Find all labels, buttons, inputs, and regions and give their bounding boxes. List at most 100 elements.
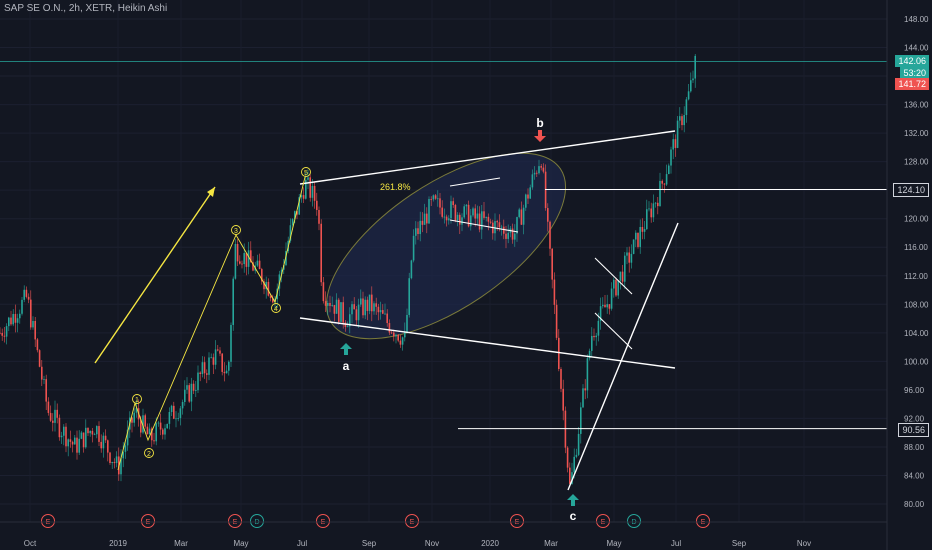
candle-body bbox=[674, 139, 677, 148]
candle-body bbox=[628, 252, 630, 263]
candle-body bbox=[602, 304, 604, 307]
candle-body bbox=[82, 432, 85, 448]
candle-body bbox=[122, 451, 124, 459]
candle-body bbox=[525, 194, 527, 208]
candle-body bbox=[186, 385, 188, 390]
candle-body bbox=[412, 235, 415, 261]
candle-body bbox=[661, 180, 663, 184]
candle-body bbox=[126, 429, 129, 446]
candle-body bbox=[221, 353, 223, 372]
candle-body bbox=[478, 213, 481, 230]
candle-body bbox=[635, 232, 637, 240]
x-tick-label: Mar bbox=[544, 539, 558, 548]
candle-body bbox=[549, 221, 551, 249]
candle-body bbox=[131, 417, 133, 423]
dividend-marker bbox=[627, 514, 641, 528]
candle-body bbox=[558, 337, 560, 370]
candle-body bbox=[608, 304, 611, 309]
candle-body bbox=[379, 310, 382, 313]
candle-body bbox=[54, 409, 56, 423]
candle-body bbox=[346, 326, 349, 328]
candle-body bbox=[71, 441, 74, 445]
y-tick-label: 144.00 bbox=[904, 44, 929, 53]
candle-body bbox=[597, 320, 600, 336]
candle-body bbox=[12, 314, 14, 325]
impulse-arrow bbox=[94, 186, 216, 364]
candle-body bbox=[34, 320, 36, 340]
candle-body bbox=[434, 195, 437, 199]
candle-body bbox=[206, 373, 208, 375]
candle-body bbox=[208, 357, 210, 375]
candle-body bbox=[606, 304, 608, 308]
y-tick-label: 112.00 bbox=[904, 272, 928, 281]
candle-body bbox=[175, 418, 177, 420]
candle-body bbox=[250, 250, 252, 263]
candle-body bbox=[349, 314, 351, 327]
x-tick-label: May bbox=[233, 539, 248, 548]
x-tick-label: Jul bbox=[671, 539, 681, 548]
candle-body bbox=[58, 417, 61, 438]
candle-body bbox=[588, 350, 591, 359]
candle-body bbox=[100, 441, 102, 449]
candle-body bbox=[410, 260, 413, 279]
candle-body bbox=[591, 335, 593, 351]
candle-body bbox=[60, 435, 63, 438]
candle-body bbox=[353, 304, 355, 310]
candle-body bbox=[371, 294, 373, 312]
wave-letter-label: a bbox=[343, 359, 350, 373]
candle-body bbox=[212, 357, 215, 365]
candle-body bbox=[63, 426, 65, 436]
candle-body bbox=[19, 313, 21, 319]
highlight-ellipse bbox=[325, 152, 567, 340]
candle-body bbox=[307, 177, 309, 180]
candle-body bbox=[298, 197, 300, 215]
candle-body bbox=[536, 172, 538, 174]
candle-body bbox=[3, 335, 6, 337]
candle-body bbox=[338, 299, 340, 322]
candle-body bbox=[463, 206, 465, 218]
candle-body bbox=[305, 179, 307, 199]
wave-number-label: 2 bbox=[147, 451, 151, 458]
candle-body bbox=[443, 216, 446, 218]
y-tick-label: 92.00 bbox=[904, 414, 925, 423]
candle-body bbox=[76, 437, 78, 453]
candle-body bbox=[467, 204, 470, 227]
candle-body bbox=[619, 271, 622, 281]
candle-body bbox=[151, 428, 153, 441]
price-tag: 90.56 bbox=[898, 422, 929, 437]
y-tick-label: 96.00 bbox=[904, 386, 925, 395]
candle-body bbox=[236, 243, 239, 262]
candle-body bbox=[320, 223, 322, 283]
y-tick-label: 132.00 bbox=[904, 129, 929, 138]
candle-body bbox=[177, 418, 179, 419]
candle-body bbox=[393, 332, 395, 337]
earnings-marker bbox=[41, 514, 55, 528]
candle-body bbox=[520, 209, 523, 225]
candle-body bbox=[489, 221, 492, 223]
candle-body bbox=[547, 208, 549, 222]
candle-body bbox=[465, 204, 468, 207]
candle-body bbox=[289, 225, 292, 241]
candle-body bbox=[351, 304, 353, 315]
candle-body bbox=[390, 332, 393, 334]
wave-arrow bbox=[534, 130, 546, 142]
candle-body bbox=[324, 301, 327, 306]
candle-body bbox=[210, 357, 212, 359]
candle-body bbox=[120, 458, 122, 475]
candle-body bbox=[672, 139, 674, 150]
candle-body bbox=[450, 201, 452, 219]
x-tick-label: Sep bbox=[732, 539, 747, 548]
candle-body bbox=[45, 379, 47, 402]
earnings-marker bbox=[141, 514, 155, 528]
candle-body bbox=[676, 120, 679, 148]
candle-body bbox=[454, 204, 457, 221]
candle-body bbox=[659, 180, 661, 207]
candle-body bbox=[366, 299, 369, 311]
candle-body bbox=[164, 428, 166, 435]
candle-body bbox=[168, 411, 171, 424]
candle-body bbox=[258, 260, 261, 270]
candle-body bbox=[91, 430, 94, 435]
wave-letter-label: c bbox=[570, 509, 577, 523]
candle-body bbox=[428, 199, 430, 224]
